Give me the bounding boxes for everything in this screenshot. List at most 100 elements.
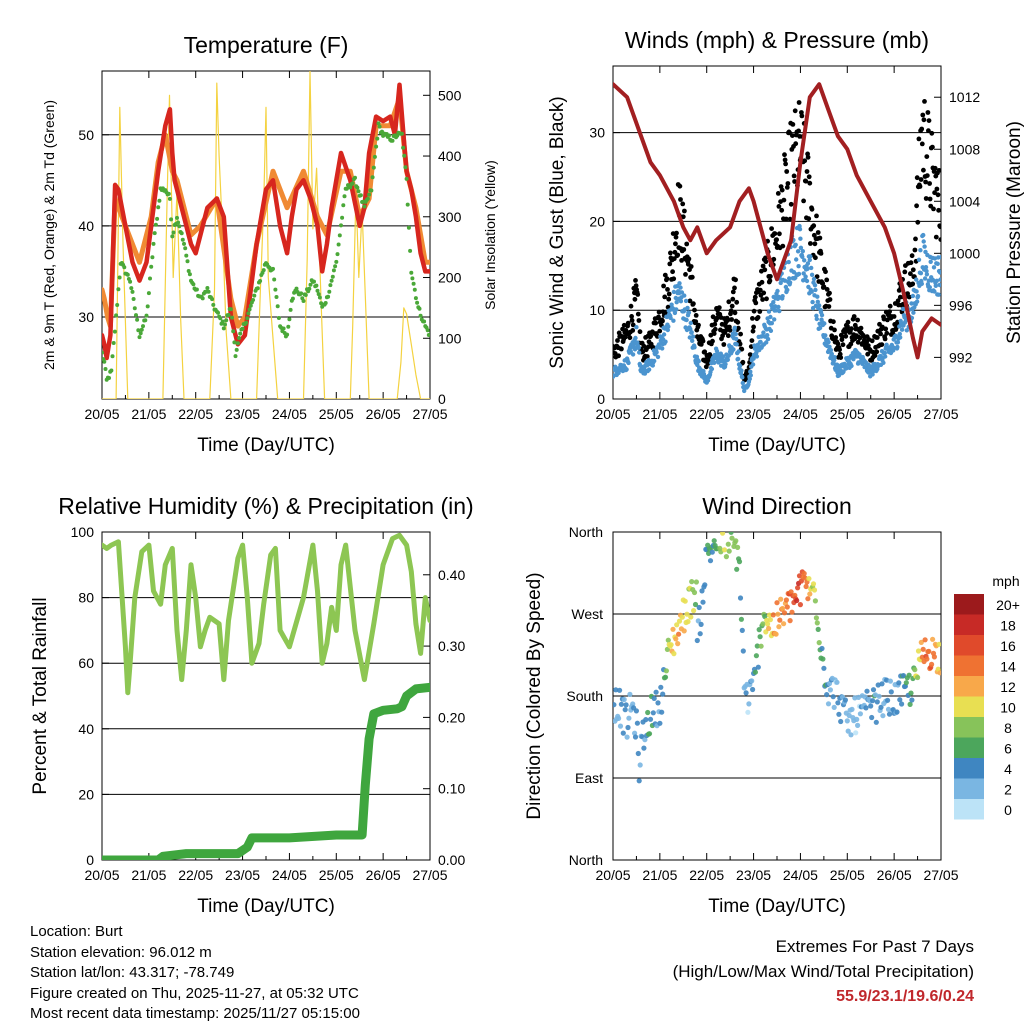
wind-point xyxy=(689,330,694,335)
gust-point xyxy=(805,154,811,160)
winds-y-tick-label: 10 xyxy=(589,302,605,318)
gust-point xyxy=(840,342,846,348)
dewpoint-point xyxy=(326,294,331,299)
gust-point xyxy=(924,154,930,160)
dewpoint-point xyxy=(175,215,179,220)
temperature-y-tick-label: 40 xyxy=(78,218,94,234)
wind_direction-x-label: Time (Day/UTC) xyxy=(708,896,846,917)
wind-point xyxy=(714,349,720,354)
gust-point xyxy=(738,331,743,337)
wind-point xyxy=(938,277,941,282)
wind-point xyxy=(733,331,738,337)
wind-direction-point xyxy=(795,585,801,591)
gust-point xyxy=(849,326,854,331)
gust-point xyxy=(826,304,832,309)
humidity-x-tick-label: 20/05 xyxy=(84,867,119,883)
gust-point xyxy=(833,335,839,340)
wind-direction-point xyxy=(887,678,894,684)
gust-point xyxy=(759,279,765,285)
gust-point xyxy=(763,259,769,265)
wind-direction-point xyxy=(698,621,704,628)
dewpoint-point xyxy=(107,376,111,380)
gust-point xyxy=(908,271,913,277)
wind-direction-y-tick-label: East xyxy=(575,770,603,786)
gust-point xyxy=(806,216,812,222)
gust-point xyxy=(910,281,916,287)
gust-point xyxy=(792,108,798,114)
wind-point xyxy=(916,257,922,262)
wind-point xyxy=(661,332,667,337)
gust-point xyxy=(796,100,802,105)
gust-point xyxy=(909,253,915,259)
dewpoint-point xyxy=(237,336,242,340)
dewpoint-point xyxy=(425,328,430,333)
gust-point xyxy=(769,226,774,232)
wind-point xyxy=(688,320,693,326)
wind-point xyxy=(841,369,846,374)
dewpoint-point xyxy=(187,272,192,277)
wind-point xyxy=(826,339,831,345)
wind-direction-point xyxy=(613,702,617,708)
gust-point xyxy=(739,346,745,352)
dewpoint-point xyxy=(216,310,220,315)
gust-point xyxy=(921,167,926,173)
gust-point xyxy=(671,276,677,282)
gust-point xyxy=(824,287,830,292)
wind-point xyxy=(796,264,801,269)
wind-point xyxy=(805,261,811,266)
dewpoint-point xyxy=(176,220,181,225)
wind-direction-y-tick-label: South xyxy=(566,688,603,704)
colorbar-label: 10 xyxy=(1000,700,1016,716)
wind_direction-x-tick-label: 27/05 xyxy=(923,867,958,883)
winds-y2-tick-label: 992 xyxy=(949,349,973,365)
gust-point xyxy=(777,231,782,237)
wind-direction-point xyxy=(736,559,743,565)
dewpoint-point xyxy=(258,279,263,283)
temperature-x-tick-label: 25/05 xyxy=(319,406,354,422)
gust-point xyxy=(627,335,633,341)
dewpoint-point xyxy=(371,165,376,170)
wind-direction-point xyxy=(676,631,682,637)
station-location: Location: Burt xyxy=(30,923,123,940)
wind-direction-y-tick-label: North xyxy=(569,852,603,868)
gust-point xyxy=(936,207,941,213)
colorbar-label: 4 xyxy=(1004,761,1012,777)
wind-direction-point xyxy=(733,538,739,544)
gust-point xyxy=(666,291,672,297)
wind-direction-point xyxy=(880,713,886,719)
gust-point xyxy=(675,252,681,258)
wind-direction-point xyxy=(868,703,874,709)
wind-direction-point xyxy=(670,626,676,632)
dewpoint-point xyxy=(156,205,161,210)
gust-point xyxy=(665,287,670,292)
wind-direction-point xyxy=(775,611,781,617)
dewpoint-point xyxy=(114,313,119,318)
wind-direction-point xyxy=(745,709,751,715)
dewpoint-point xyxy=(145,304,150,309)
wind-direction-point xyxy=(900,673,907,679)
temperature-y-tick-label: 50 xyxy=(78,127,94,143)
gust-point xyxy=(923,196,929,201)
wind-direction-point xyxy=(908,690,914,696)
wind-point xyxy=(815,294,820,299)
wind-point xyxy=(687,335,692,340)
gust-point xyxy=(728,308,734,314)
wind-point xyxy=(754,354,760,359)
humidity-x-tick-label: 22/05 xyxy=(178,867,213,883)
wind-point xyxy=(915,294,921,299)
winds-x-tick-label: 27/05 xyxy=(923,406,958,422)
gust-point xyxy=(712,321,718,327)
wind-point xyxy=(748,369,753,374)
gust-point xyxy=(768,274,773,279)
temperature-title: Temperature (F) xyxy=(184,32,349,58)
gust-point xyxy=(730,289,736,295)
dewpoint-point xyxy=(402,153,407,158)
gust-point xyxy=(851,314,857,319)
wind-direction-point xyxy=(824,692,830,698)
gust-point xyxy=(807,180,813,186)
wind-direction-point xyxy=(689,579,695,585)
wind-point xyxy=(809,265,814,271)
wind-direction-point xyxy=(642,737,648,743)
gust-point xyxy=(689,274,695,280)
dewpoint-point xyxy=(413,296,418,301)
